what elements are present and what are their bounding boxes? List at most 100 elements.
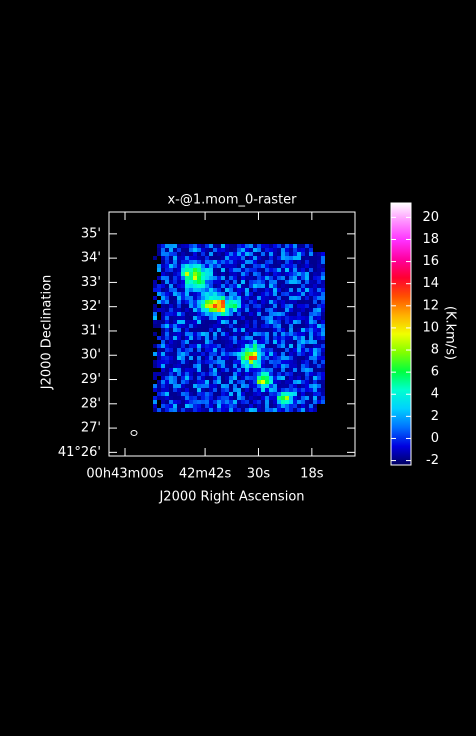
raster-pixel [169,320,173,324]
raster-pixel [241,360,245,364]
raster-pixel [173,304,177,308]
raster-pixel [165,252,169,256]
raster-pixel [205,372,209,376]
raster-pixel [241,316,245,320]
raster-pixel [165,376,169,380]
raster-pixel [189,324,193,328]
raster-pixel [173,308,177,312]
raster-pixel [225,328,229,332]
raster-pixel [209,256,213,260]
raster-pixel [273,272,277,276]
raster-pixel [213,368,217,372]
raster-pixel [201,404,205,408]
raster-pixel [213,244,217,248]
raster-pixel [225,376,229,380]
raster-pixel [181,260,185,264]
raster-pixel [261,340,265,344]
raster-pixel [297,244,301,248]
raster-pixel [237,356,241,360]
raster-pixel [157,264,161,268]
raster-pixel [317,356,321,360]
raster-pixel [305,356,309,360]
raster-pixel [313,304,317,308]
raster-pixel [197,348,201,352]
raster-pixel [297,340,301,344]
raster-pixel [257,256,261,260]
raster-pixel [225,252,229,256]
raster-pixel [241,252,245,256]
raster-pixel [301,320,305,324]
raster-pixel [253,384,257,388]
raster-pixel [165,384,169,388]
raster-pixel [249,320,253,324]
raster-pixel [265,400,269,404]
raster-pixel [229,364,233,368]
raster-pixel [297,276,301,280]
raster-pixel [241,296,245,300]
raster-pixel [153,372,157,376]
raster-pixel [261,252,265,256]
raster-pixel [277,268,281,272]
raster-pixel [301,332,305,336]
raster-pixel [205,348,209,352]
raster-pixel [153,400,157,404]
raster-pixel [185,380,189,384]
raster-pixel [289,352,293,356]
raster-pixel [301,284,305,288]
raster-pixel [173,392,177,396]
raster-pixel [277,256,281,260]
raster-pixel [197,404,201,408]
raster-pixel [225,256,229,260]
raster-pixel [257,304,261,308]
raster-pixel [161,268,165,272]
raster-pixel [269,392,273,396]
raster-pixel [177,348,181,352]
raster-pixel [273,296,277,300]
raster-pixel [305,272,309,276]
raster-pixel [237,396,241,400]
raster-pixel [185,320,189,324]
raster-pixel [189,376,193,380]
raster-pixel [177,368,181,372]
raster-pixel [309,304,313,308]
raster-pixel [293,260,297,264]
raster-pixel [289,356,293,360]
raster-pixel [285,312,289,316]
raster-pixel [217,336,221,340]
raster-pixel [253,396,257,400]
raster-pixel [237,392,241,396]
raster-pixel [273,248,277,252]
raster-pixel [229,308,233,312]
raster-pixel [285,384,289,388]
raster-pixel [269,296,273,300]
raster-pixel [161,408,165,412]
raster-pixel [197,380,201,384]
raster-pixel [237,268,241,272]
raster-pixel [257,324,261,328]
raster-pixel [317,316,321,320]
raster-pixel [217,372,221,376]
colorbar-tick-label: 4 [431,387,439,402]
raster-pixel [165,396,169,400]
raster-pixel [189,404,193,408]
raster-pixel [309,408,313,412]
raster-pixel [221,376,225,380]
raster-pixel [229,288,233,292]
y-axis-label: J2000 Declination [40,275,55,391]
raster-pixel [289,400,293,404]
raster-pixel [245,400,249,404]
raster-pixel [225,276,229,280]
raster-pixel [165,284,169,288]
raster-pixel [205,316,209,320]
raster-pixel [205,256,209,260]
raster-pixel [233,324,237,328]
raster-pixel [305,368,309,372]
raster-pixel [193,352,197,356]
raster-pixel [181,360,185,364]
raster-pixel [309,368,313,372]
raster-pixel [277,300,281,304]
raster-pixel [205,400,209,404]
raster-pixel [181,272,185,276]
raster-pixel [165,244,169,248]
raster-pixel [229,300,233,304]
